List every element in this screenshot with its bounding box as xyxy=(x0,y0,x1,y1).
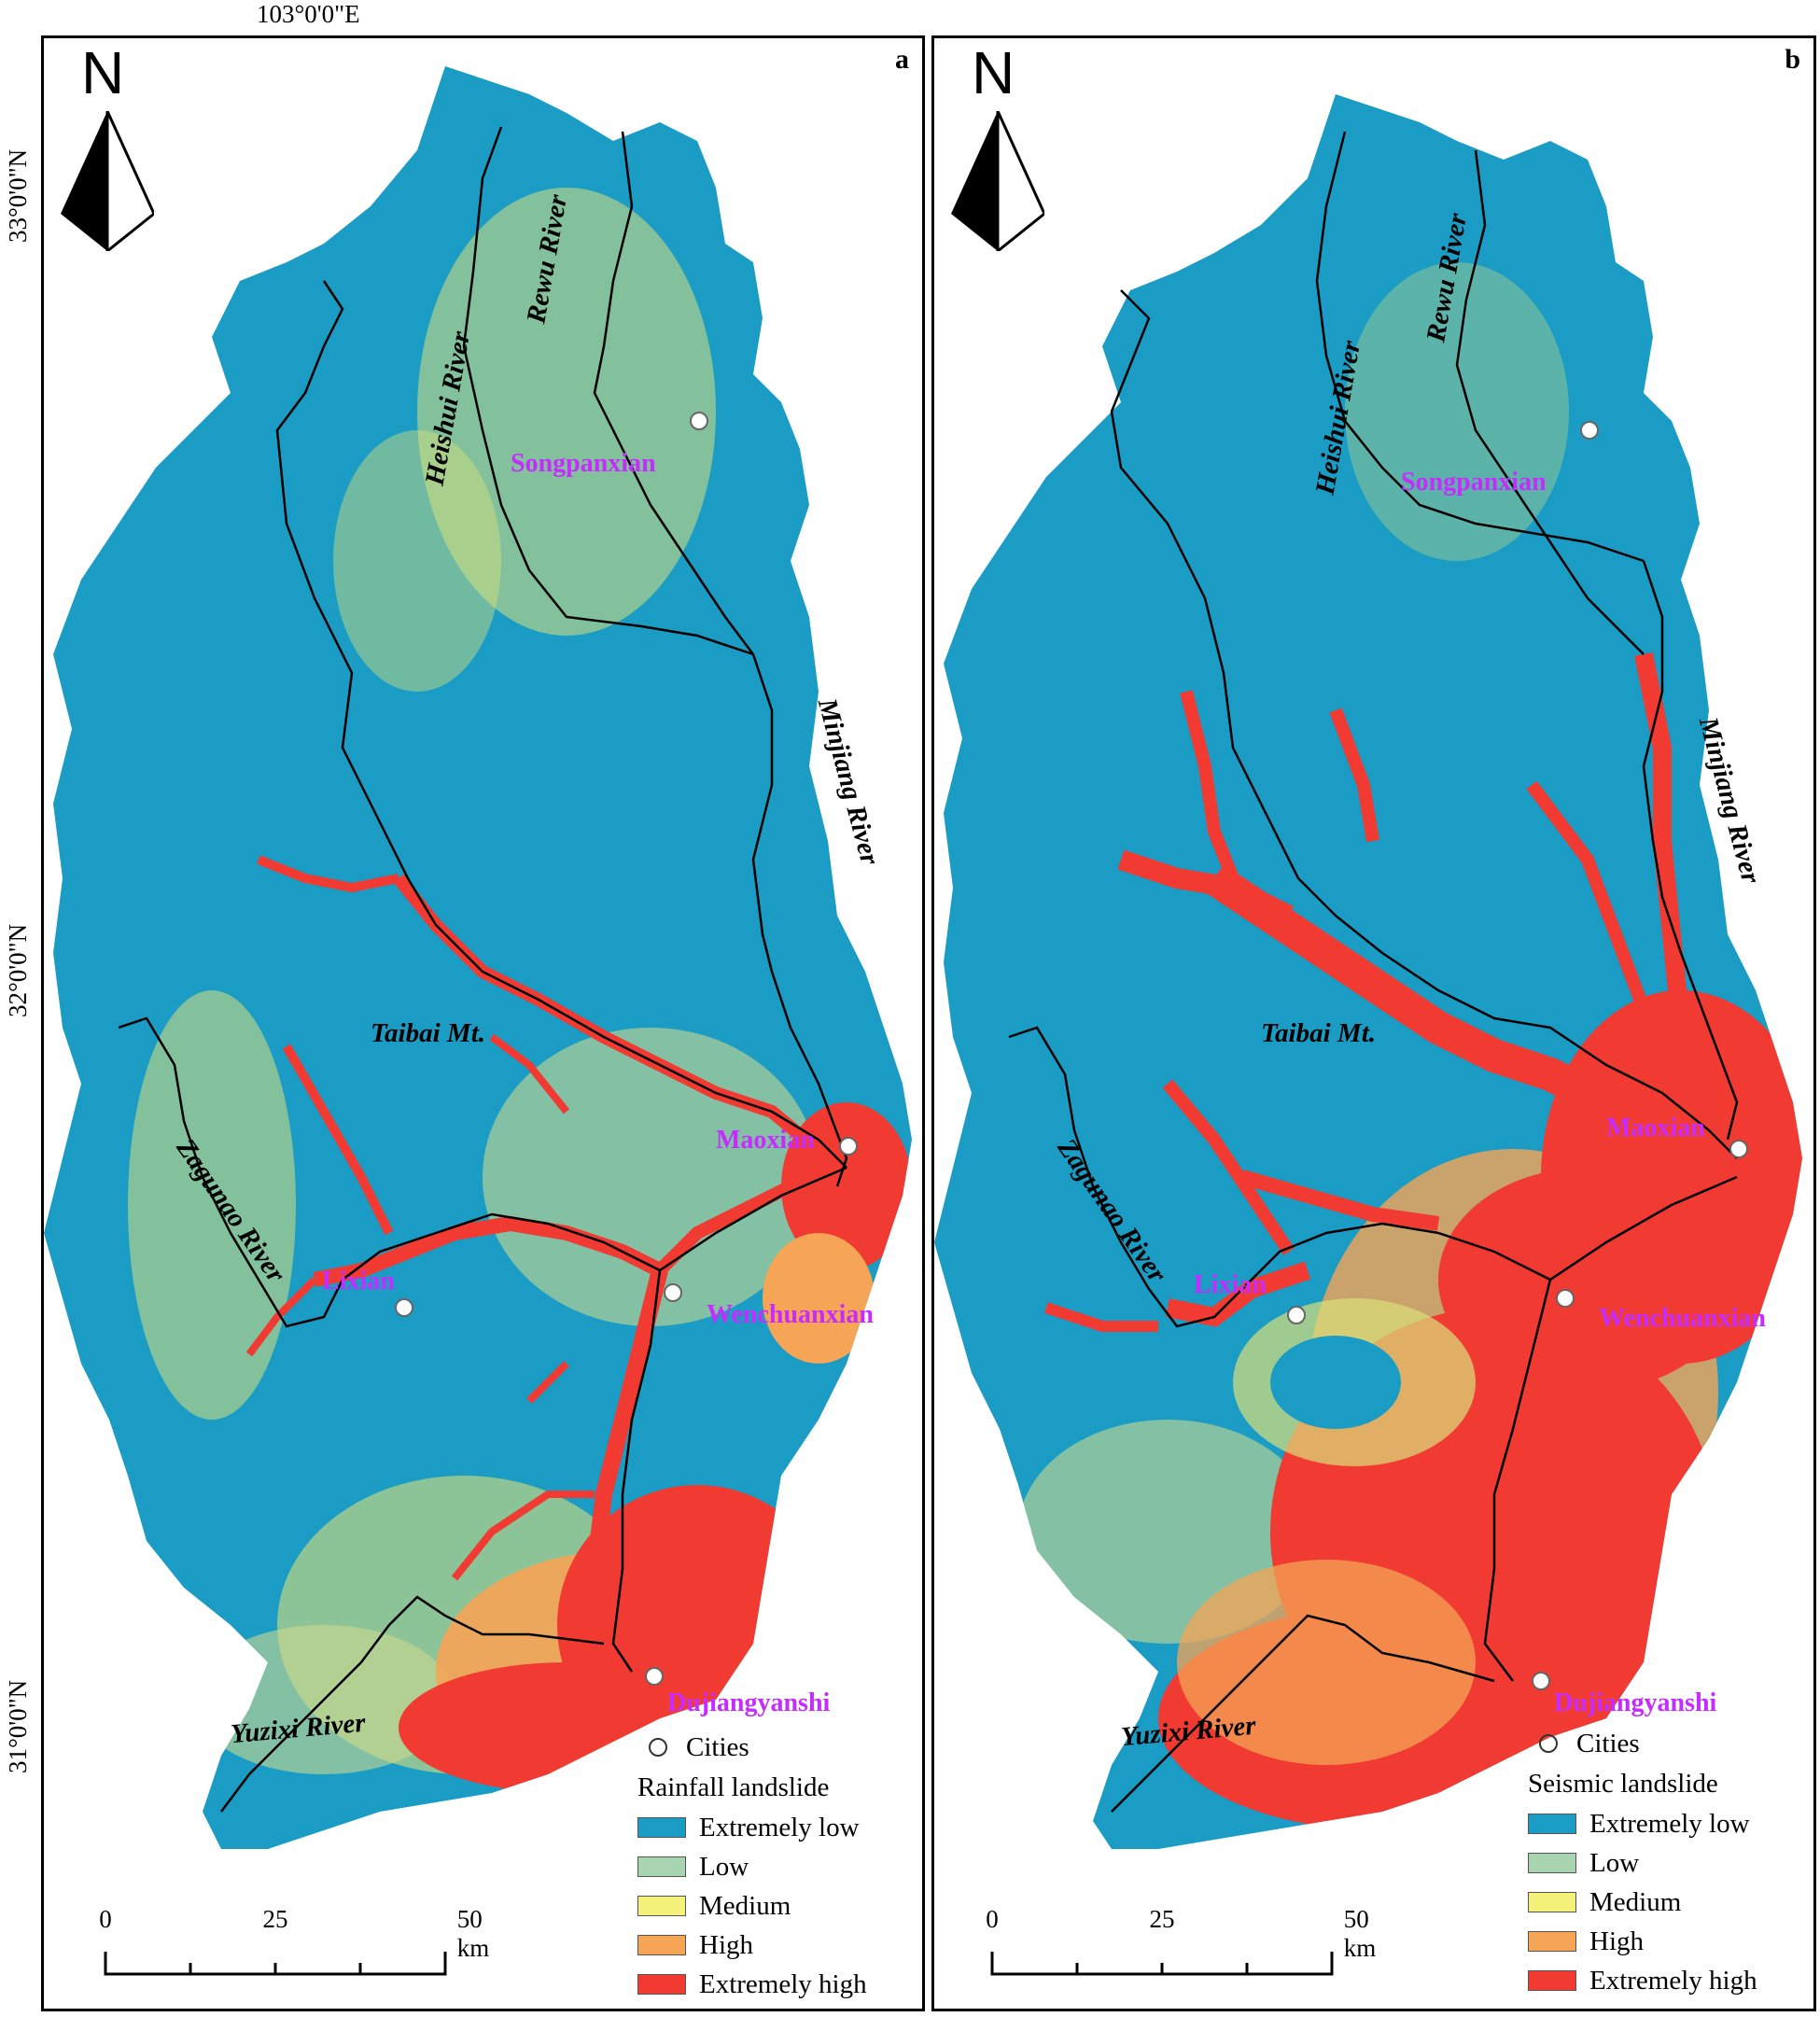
legend-item-b-2: Medium xyxy=(1528,1883,1813,1922)
legend-swatch xyxy=(1528,1931,1576,1952)
city-label-songpanxian-b: Songpanxian xyxy=(1401,468,1547,497)
city-marker-songpanxian-b xyxy=(1580,421,1599,440)
river-network-a xyxy=(118,126,848,1813)
latitude-label-33: 33°0'0"N xyxy=(4,148,32,243)
legend-swatch xyxy=(637,1856,686,1877)
legend-cities-b: Cities xyxy=(1528,1724,1813,1763)
city-marker-icon xyxy=(649,1738,667,1757)
legend-title-a: Rainfall landslide xyxy=(637,1772,830,1802)
city-label-wenchuanxian-b: Wenchuanxian xyxy=(1599,1304,1766,1333)
city-marker-lixian-b xyxy=(1287,1306,1306,1324)
place-label-taibai-b: Taibai Mt. xyxy=(1261,1018,1377,1048)
legend-label: High xyxy=(699,1929,753,1960)
city-marker-dujiangyanshi-b xyxy=(1532,1672,1550,1690)
susceptibility-map-a xyxy=(44,66,912,1849)
city-marker-maoxian-a xyxy=(839,1137,858,1156)
scale-tick-0-b: 0 xyxy=(986,1905,999,1933)
legend-item-b-4: Extremely high xyxy=(1528,1961,1813,2000)
legend-label: Extremely low xyxy=(1589,1808,1750,1839)
susceptibility-map-b xyxy=(934,94,1802,1849)
legend-label: Medium xyxy=(699,1890,791,1921)
city-label-maoxian-b: Maoxian xyxy=(1606,1114,1705,1142)
legend-label: Low xyxy=(699,1851,749,1882)
map-panel-rainfall: a N Heishui River Rewu River Minjiang Ri… xyxy=(41,35,925,2011)
city-marker-wenchuanxian-b xyxy=(1556,1289,1575,1308)
legend-item-a-1: Low xyxy=(637,1847,922,1886)
legend-item-a-0: Extremely low xyxy=(637,1808,922,1847)
city-marker-wenchuanxian-a xyxy=(664,1283,682,1302)
scale-tick-0-a: 0 xyxy=(99,1905,112,1933)
city-label-dujiangyanshi-b: Dujiangyanshi xyxy=(1554,1688,1717,1717)
north-arrow-b: N xyxy=(951,39,1044,259)
latitude-label-32: 32°0'0"N xyxy=(4,923,32,1017)
legend-swatch xyxy=(1528,1892,1576,1912)
map-panel-seismic: b N Heishui River Rewu River Minjiang Ri… xyxy=(931,35,1816,2011)
north-label-a: N xyxy=(81,39,125,106)
legend-label: Extremely high xyxy=(1589,1965,1757,1996)
city-label-lixian-a: Lixian xyxy=(322,1267,395,1296)
north-arrow-a: N xyxy=(61,39,154,259)
legend-cities-label-b: Cities xyxy=(1576,1728,1640,1758)
legend-a: Cities Rainfall landslide Extremely low … xyxy=(637,1728,922,2004)
legend-swatch xyxy=(637,1896,686,1916)
legend-label: Low xyxy=(1589,1847,1640,1878)
place-label-taibai-a: Taibai Mt. xyxy=(371,1018,486,1048)
latitude-label-31: 31°0'0"N xyxy=(4,1679,32,1773)
scale-bar-line-b xyxy=(990,1952,1334,1976)
legend-label: High xyxy=(1589,1926,1644,1956)
legend-swatch xyxy=(1528,1814,1576,1834)
city-marker-maoxian-b xyxy=(1729,1140,1748,1158)
legend-swatch xyxy=(637,1974,686,1995)
scale-bar-line-a xyxy=(104,1952,447,1976)
city-marker-dujiangyanshi-a xyxy=(645,1667,664,1686)
scale-bar-a: 0 25 50 km xyxy=(99,1905,489,1989)
legend-item-b-3: High xyxy=(1528,1922,1813,1961)
scale-bar-b: 0 25 50 km xyxy=(986,1905,1376,1989)
legend-cities-a: Cities xyxy=(637,1728,922,1767)
legend-swatch xyxy=(1528,1970,1576,1991)
legend-b: Cities Seismic landslide Extremely low L… xyxy=(1528,1724,1813,2000)
city-label-songpanxian-a: Songpanxian xyxy=(511,449,656,478)
legend-title-b: Seismic landslide xyxy=(1528,1769,1718,1799)
city-marker-songpanxian-a xyxy=(690,412,708,430)
legend-label: Medium xyxy=(1589,1886,1682,1917)
city-label-dujiangyanshi-a: Dujiangyanshi xyxy=(667,1688,831,1717)
legend-swatch xyxy=(1528,1853,1576,1873)
legend-swatch xyxy=(637,1817,686,1838)
city-label-wenchuanxian-a: Wenchuanxian xyxy=(707,1300,874,1329)
city-marker-icon xyxy=(1539,1734,1558,1753)
city-label-lixian-b: Lixian xyxy=(1194,1270,1267,1299)
legend-label: Extremely low xyxy=(699,1812,860,1842)
scale-tick-50-a: 50 km xyxy=(456,1905,490,1962)
legend-label: Extremely high xyxy=(699,1968,867,1999)
legend-item-a-3: High xyxy=(637,1926,922,1965)
panel-letter-a: a xyxy=(895,44,909,75)
city-label-maoxian-a: Maoxian xyxy=(716,1126,815,1155)
scale-tick-50-b: 50 km xyxy=(1343,1905,1377,1962)
legend-item-b-0: Extremely low xyxy=(1528,1804,1813,1843)
north-arrow-icon xyxy=(61,111,154,251)
legend-cities-label-a: Cities xyxy=(686,1731,749,1762)
legend-item-a-4: Extremely high xyxy=(637,1965,922,2004)
legend-item-b-1: Low xyxy=(1528,1843,1813,1883)
city-marker-lixian-a xyxy=(395,1298,413,1317)
scale-tick-25-a: 25 xyxy=(262,1905,288,1933)
river-network-b xyxy=(1008,131,1739,1813)
scale-tick-25-b: 25 xyxy=(1149,1905,1175,1933)
legend-swatch xyxy=(637,1935,686,1955)
north-arrow-icon xyxy=(951,111,1044,251)
longitude-label: 103°0'0"E xyxy=(257,0,360,28)
legend-item-a-2: Medium xyxy=(637,1886,922,1926)
panel-letter-b: b xyxy=(1785,44,1800,75)
north-label-b: N xyxy=(972,39,1015,106)
